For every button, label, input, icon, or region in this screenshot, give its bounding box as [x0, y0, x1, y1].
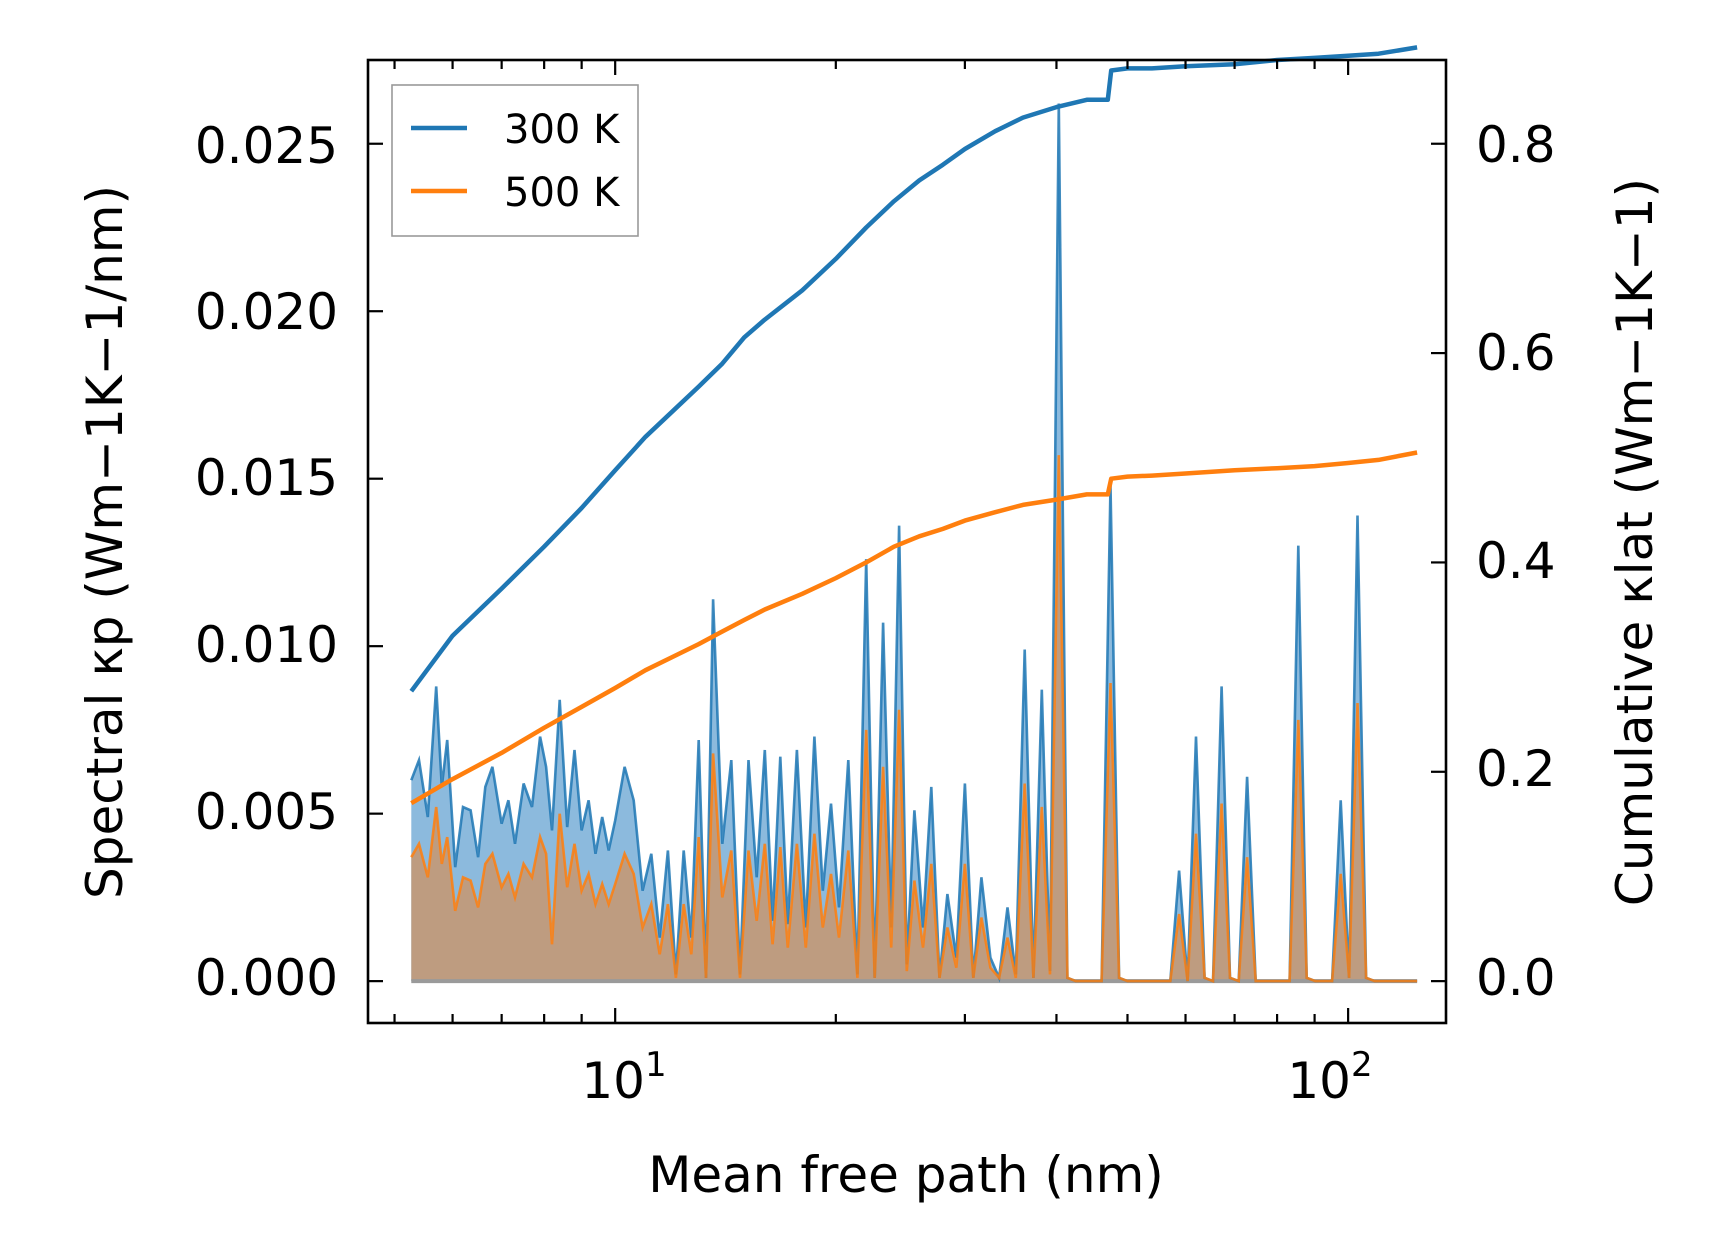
left-y-tick-label: 0.020: [195, 283, 338, 341]
x-tick-label-10: 101: [581, 1045, 666, 1110]
spectral-line-500k: [410, 455, 1418, 983]
legend-label-300k: 300 K: [504, 107, 621, 153]
left-y-tick-label: 0.015: [195, 449, 338, 507]
spectral-line-300k: [410, 103, 1418, 983]
right-y-tick-label: 0.8: [1476, 116, 1556, 174]
left-y-tick-label: 0.010: [195, 616, 338, 674]
right-y-tick-label: 0.4: [1476, 532, 1556, 590]
x-axis-label: Mean free path (nm): [648, 1146, 1164, 1204]
axes-frame: [366, 58, 1448, 1025]
left-y-tick-label: 0.005: [195, 783, 338, 841]
left-y-tick-label: 0.000: [195, 949, 338, 1007]
cumulative-line-500k: [410, 450, 1418, 806]
right-y-axis-label: Cumulative κlat (Wm−1K−1): [1606, 178, 1664, 906]
right-y-tick-labels: 0.0 0.2 0.4 0.6 0.8: [1476, 116, 1556, 1007]
cumulative-lines: [409, 45, 1418, 806]
left-y-tick-labels: 0.000 0.005 0.010 0.015 0.020 0.025: [195, 117, 338, 1007]
spectral-area-500k: [411, 455, 1418, 982]
legend-box: [391, 84, 639, 237]
right-y-tick-label: 0.6: [1476, 324, 1556, 382]
right-y-tick-label: 0.0: [1476, 949, 1556, 1007]
right-y-tick-label: 0.2: [1476, 740, 1556, 798]
x-tick-label-100: 102: [1287, 1045, 1372, 1110]
left-y-tick-label: 0.025: [195, 117, 338, 175]
left-y-axis-label: Spectral κp (Wm−1K−1/nm): [76, 185, 134, 899]
legend-label-500k: 500 K: [504, 170, 621, 216]
spectral-fills: [411, 103, 1418, 984]
cumulative-line-300k: [409, 45, 1418, 693]
spectral-lines: [410, 103, 1418, 983]
ticks: [368, 60, 1446, 1023]
legend: 300 K 500 K: [391, 84, 639, 237]
